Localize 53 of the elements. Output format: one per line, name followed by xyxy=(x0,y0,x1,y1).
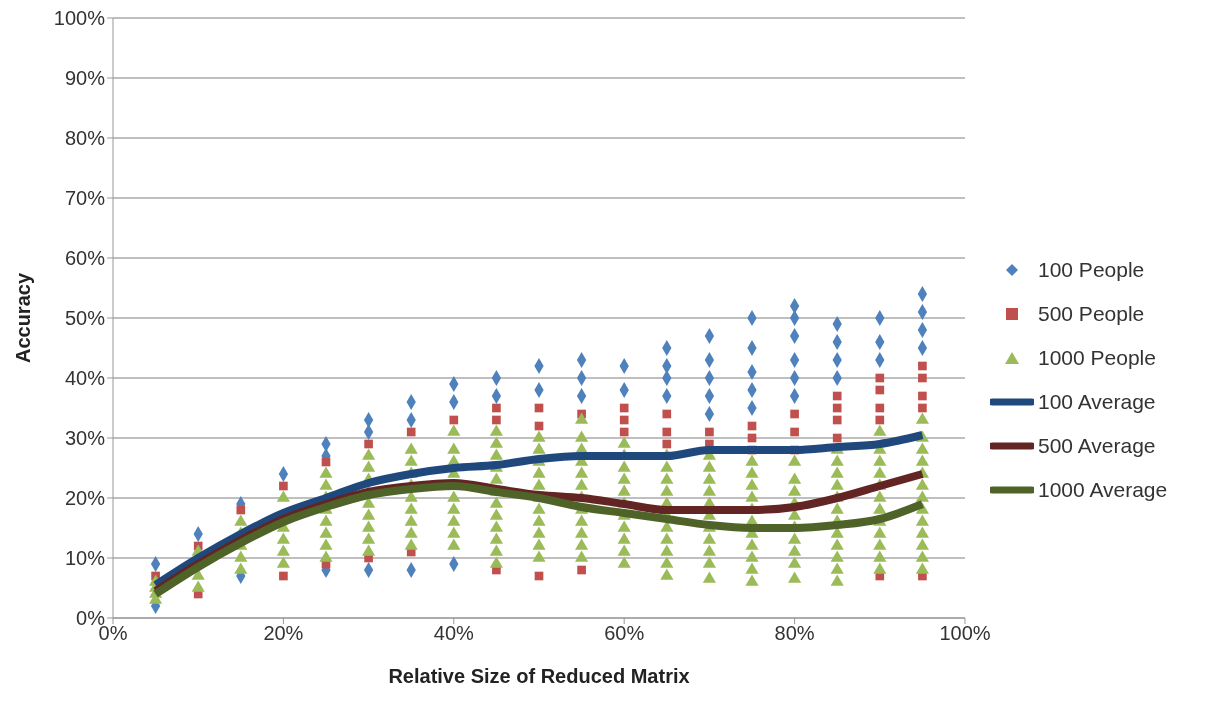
point xyxy=(662,427,672,437)
point xyxy=(662,439,672,449)
point xyxy=(790,427,799,437)
point xyxy=(790,409,799,419)
point xyxy=(619,403,629,413)
point xyxy=(662,409,672,419)
x-axis-title: Relative Size of Reduced Matrix xyxy=(388,665,690,687)
x-tick-label: 100% xyxy=(939,622,991,645)
x-tick-label: 60% xyxy=(604,622,645,645)
legend-label: 100 Average xyxy=(1038,390,1156,414)
point xyxy=(832,403,842,413)
point xyxy=(705,427,714,437)
point xyxy=(875,385,885,395)
legend-label: 1000 People xyxy=(1038,346,1156,370)
point xyxy=(875,403,885,413)
x-tick-label: 40% xyxy=(433,622,475,645)
legend-label: 1000 Average xyxy=(1038,478,1168,502)
y-axis-title: Accuracy xyxy=(12,272,35,364)
point xyxy=(449,415,459,425)
point xyxy=(236,505,246,515)
point xyxy=(619,415,629,425)
point xyxy=(279,571,288,581)
y-tick-label: 60% xyxy=(64,247,106,270)
y-tick-label: 70% xyxy=(64,187,106,210)
x-tick-label: 80% xyxy=(774,622,815,645)
point xyxy=(918,361,927,371)
point xyxy=(279,481,288,491)
point xyxy=(832,415,842,425)
y-tick-label: 100% xyxy=(53,7,106,30)
y-tick-label: 50% xyxy=(64,307,106,330)
point xyxy=(619,427,629,437)
legend-label: 500 Average xyxy=(1038,434,1156,458)
point xyxy=(364,439,373,449)
y-tick-label: 10% xyxy=(64,547,106,570)
point xyxy=(875,373,885,383)
y-tick-label: 30% xyxy=(64,427,106,450)
point xyxy=(832,433,842,443)
x-tick-label: 20% xyxy=(263,622,304,645)
point xyxy=(918,373,927,383)
legend-label: 500 People xyxy=(1038,302,1145,326)
y-tick-label: 80% xyxy=(64,127,106,150)
point xyxy=(918,403,927,413)
point xyxy=(918,391,927,401)
point xyxy=(577,565,586,575)
legend-label: 100 People xyxy=(1038,258,1145,282)
point xyxy=(406,427,416,437)
point xyxy=(492,415,501,425)
point xyxy=(832,391,842,401)
point xyxy=(875,415,885,425)
y-tick-label: 20% xyxy=(64,487,106,510)
point xyxy=(492,403,501,413)
y-tick-label: 90% xyxy=(64,67,106,90)
y-tick-label: 40% xyxy=(64,367,106,390)
